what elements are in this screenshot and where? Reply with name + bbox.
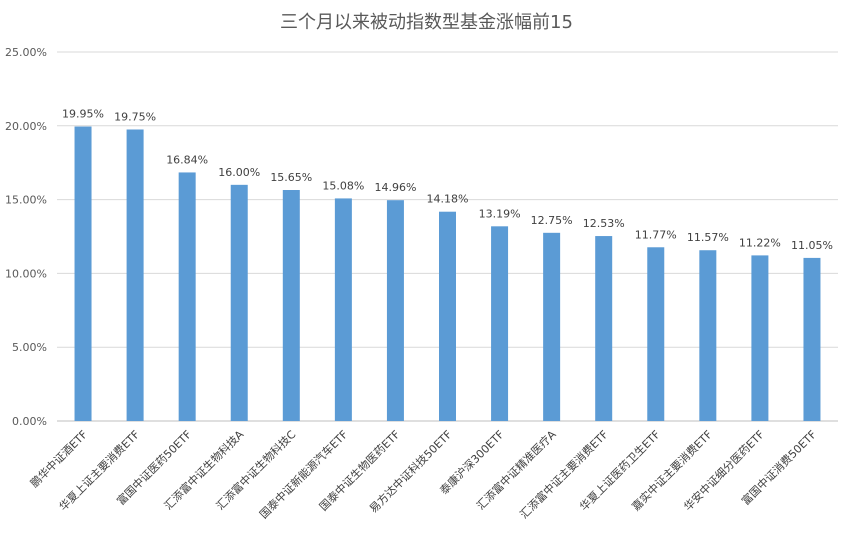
- data-label: 16.00%: [218, 166, 260, 179]
- data-label: 11.57%: [687, 231, 729, 244]
- bar: [178, 172, 196, 421]
- x-category-label: 汇添富中证主要消费ETF: [517, 427, 611, 521]
- data-label: 12.75%: [531, 214, 573, 227]
- bars: [74, 126, 821, 422]
- y-axis-tick-labels: 0.00% 5.00% 10.00% 15.00% 20.00% 25.00%: [5, 46, 47, 428]
- data-label: 19.95%: [62, 108, 104, 121]
- y-tick-label: 5.00%: [12, 341, 47, 354]
- chart-title: 三个月以来被动指数型基金涨幅前15: [280, 12, 573, 33]
- y-tick-label: 20.00%: [5, 120, 47, 133]
- data-label: 14.18%: [427, 193, 469, 206]
- data-label: 11.22%: [739, 236, 781, 249]
- y-tick-label: 0.00%: [12, 415, 47, 428]
- data-label: 15.08%: [322, 179, 364, 192]
- bar: [439, 211, 456, 421]
- bar: [74, 126, 92, 422]
- bar: [334, 198, 352, 421]
- data-label: 16.84%: [166, 153, 208, 166]
- data-label: 15.65%: [270, 171, 312, 184]
- bar: [751, 255, 769, 421]
- x-axis-category-labels: 鹏华中证酒ETF华夏上证主要消费ETF富国中证医药50ETF汇添富中证生物科技A…: [27, 427, 819, 521]
- data-label: 11.05%: [791, 239, 833, 252]
- bar: [595, 236, 613, 421]
- data-label: 13.19%: [479, 207, 521, 220]
- bar: [699, 250, 717, 421]
- data-labels: 19.95% 19.75% 16.84% 16.00% 15.65% 15.08% 14.9…: [62, 108, 833, 252]
- bar: [282, 190, 300, 421]
- data-label: 12.53%: [583, 217, 625, 230]
- bar: [543, 232, 561, 421]
- data-label: 19.75%: [114, 110, 156, 123]
- bar: [230, 184, 248, 421]
- data-label: 14.96%: [374, 181, 416, 194]
- bar: [803, 257, 821, 421]
- bar: [647, 247, 665, 421]
- bar: [126, 129, 144, 422]
- bar: [491, 226, 509, 421]
- x-category-label: 国泰中证新能源汽车ETF: [256, 427, 350, 521]
- y-tick-label: 25.00%: [5, 46, 47, 59]
- bar: [386, 200, 404, 421]
- y-tick-label: 10.00%: [5, 267, 47, 280]
- y-tick-label: 15.00%: [5, 194, 47, 207]
- data-label: 11.77%: [635, 228, 677, 241]
